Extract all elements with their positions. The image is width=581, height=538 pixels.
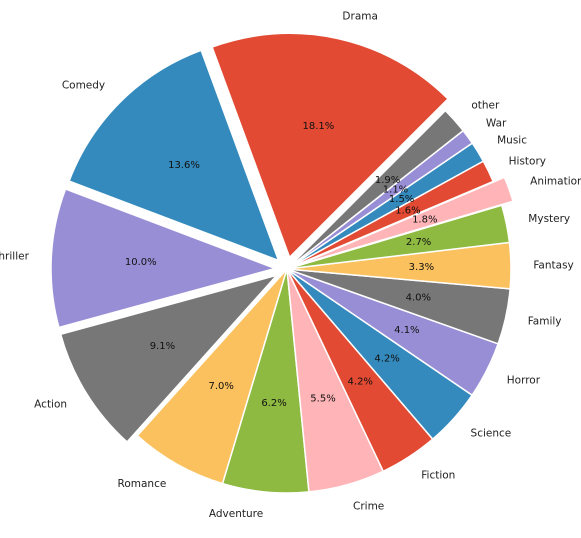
category-label-fantasy: Fantasy <box>533 259 573 271</box>
category-label-action: Action <box>34 399 67 411</box>
pct-label-history: 1.6% <box>395 205 420 216</box>
pct-label-action: 9.1% <box>150 341 175 352</box>
pct-label-romance: 7.0% <box>208 381 233 392</box>
pct-label-crime: 5.5% <box>310 393 335 404</box>
category-label-crime: Crime <box>353 500 384 512</box>
category-labels-group: Drama Comedy Thriller Action Romance Adventur… <box>0 11 581 521</box>
percentage-labels-group: 18.1% 13.6% 10.0% 9.1% 7.0% 6.2% 5.5% 4.2% 4.2% 4… <box>125 121 438 409</box>
category-label-animation: Animation <box>530 176 581 188</box>
slice-action <box>59 274 278 443</box>
category-label-family: Family <box>528 315 562 327</box>
pct-label-animation: 1.8% <box>412 214 437 225</box>
pct-label-fantasy: 3.3% <box>409 262 434 273</box>
category-label-adventure: Adventure <box>209 508 263 520</box>
category-label-other: other <box>471 99 500 111</box>
category-label-science: Science <box>471 427 512 439</box>
slice-other <box>286 109 464 270</box>
slice-comedy <box>68 49 280 262</box>
category-label-war: War <box>486 118 507 130</box>
pct-label-family: 4.0% <box>406 293 431 304</box>
category-label-thriller: Thriller <box>0 251 30 263</box>
pct-label-war: 1.1% <box>383 185 408 196</box>
slice-drama <box>211 32 449 259</box>
category-label-music: Music <box>497 134 527 146</box>
pct-label-horror: 4.1% <box>394 325 419 336</box>
category-label-mystery: Mystery <box>528 213 570 225</box>
category-label-comedy: Comedy <box>62 79 105 91</box>
category-label-history: History <box>509 155 546 167</box>
pct-label-adventure: 6.2% <box>261 398 286 409</box>
pct-label-comedy: 13.6% <box>168 160 200 171</box>
category-label-drama: Drama <box>342 11 378 23</box>
pct-label-music: 1.5% <box>389 194 414 205</box>
slice-animation <box>297 176 514 266</box>
slice-thriller <box>50 188 276 329</box>
pct-label-thriller: 10.0% <box>125 257 157 268</box>
category-label-fiction: Fiction <box>421 470 455 482</box>
pct-label-mystery: 2.7% <box>406 237 431 248</box>
category-label-horror: Horror <box>507 374 541 386</box>
pct-label-fiction: 4.2% <box>348 377 373 388</box>
pct-label-other: 1.9% <box>375 175 400 186</box>
pct-label-science: 4.2% <box>374 354 399 365</box>
pct-label-drama: 18.1% <box>303 121 335 132</box>
slices-group <box>50 32 514 494</box>
category-label-romance: Romance <box>118 478 167 490</box>
